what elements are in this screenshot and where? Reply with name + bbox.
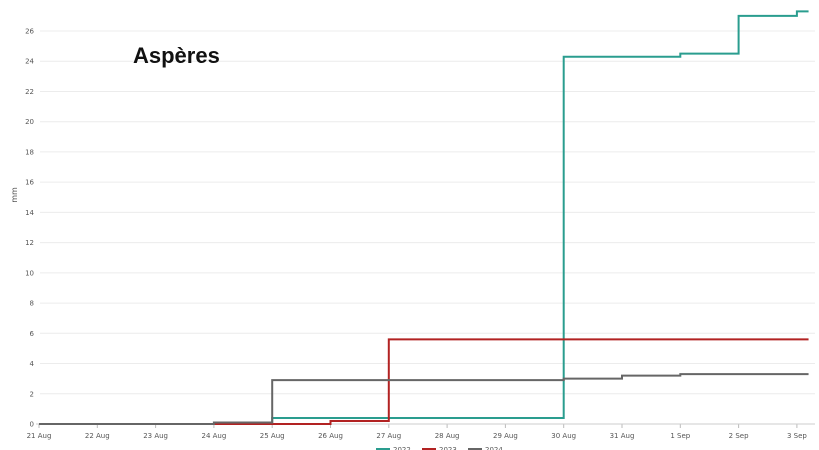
series-line-2024 [39,373,809,425]
x-tick-label: 28 Aug [435,432,460,440]
series-lines [39,10,809,425]
series-line-2022 [39,10,809,425]
y-tick-label: 6 [30,330,35,338]
x-tick-label: 27 Aug [376,432,401,440]
x-axis-ticks: 21 Aug 22 Aug 23 Aug 24 Aug 25 Aug 26 Aug 27 A… [27,424,807,440]
x-tick-label: 22 Aug [85,432,110,440]
y-tick-label: 20 [25,118,34,126]
x-tick-label: 23 Aug [143,432,168,440]
y-tick-label: 10 [25,269,34,277]
grid-lines [40,30,815,395]
legend: 2022 2023 2024 [376,446,503,450]
x-tick-label: 29 Aug [493,432,518,440]
y-tick-label: 8 [30,300,34,308]
x-tick-label: 2 Sep [729,432,749,440]
chart-title: Aspères [133,43,220,68]
x-tick-label: 26 Aug [318,432,343,440]
y-tick-label: 26 [25,28,34,36]
legend-label-2022: 2022 [393,446,411,450]
series-line-2023 [39,338,809,425]
legend-label-2024: 2024 [485,446,503,450]
y-tick-label: 24 [25,58,34,66]
x-tick-label: 21 Aug [27,432,52,440]
x-tick-label: 24 Aug [201,432,226,440]
y-tick-label: 16 [25,179,34,187]
x-tick-label: 31 Aug [610,432,635,440]
y-tick-label: 2 [30,390,34,398]
x-tick-label: 3 Sep [787,432,807,440]
x-tick-label: 25 Aug [260,432,285,440]
y-tick-label: 4 [30,360,35,368]
y-tick-label: 18 [25,148,34,156]
legend-label-2023: 2023 [439,446,457,450]
y-tick-label: 0 [30,421,34,429]
x-tick-label: 1 Sep [670,432,690,440]
y-tick-label: 14 [25,209,34,217]
y-tick-label: 22 [25,88,34,96]
x-tick-label: 30 Aug [551,432,576,440]
y-axis-label: mm [10,187,19,203]
y-tick-label: 12 [25,239,34,247]
